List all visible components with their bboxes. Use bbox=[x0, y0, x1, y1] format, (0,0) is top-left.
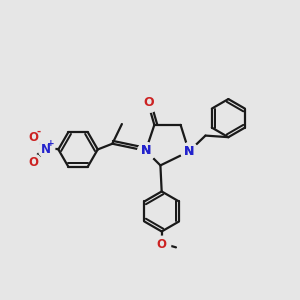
Text: -: - bbox=[37, 127, 41, 137]
Text: N: N bbox=[184, 145, 194, 158]
Text: O: O bbox=[157, 238, 167, 251]
Text: N: N bbox=[184, 145, 194, 158]
Text: N: N bbox=[41, 143, 51, 156]
Text: +: + bbox=[46, 139, 54, 148]
Text: O: O bbox=[28, 131, 38, 144]
Text: N: N bbox=[140, 144, 151, 157]
Text: O: O bbox=[28, 156, 38, 169]
Text: N: N bbox=[140, 144, 151, 157]
Text: O: O bbox=[143, 96, 154, 109]
